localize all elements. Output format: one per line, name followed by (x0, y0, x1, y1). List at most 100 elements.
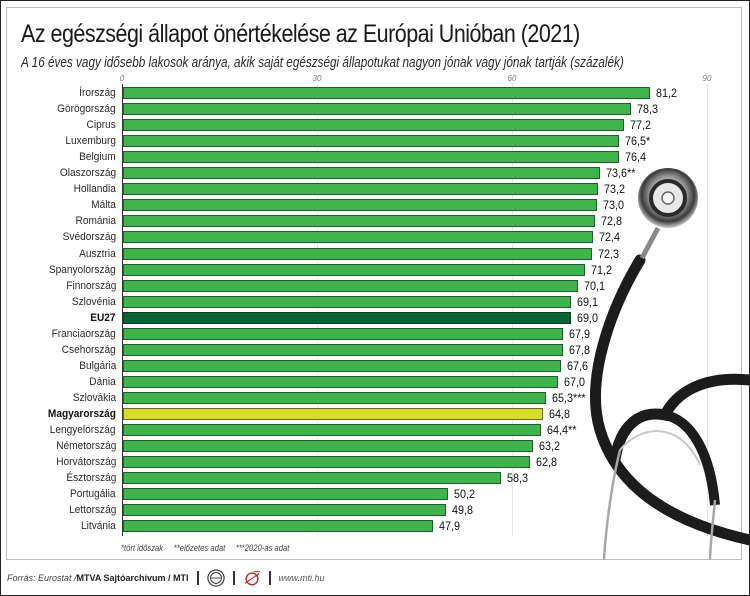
bar-eu27 (123, 311, 571, 324)
source-label: Forrás: Eurostat / (7, 573, 77, 583)
bar (123, 456, 531, 469)
category-label: Magyarország (47, 408, 116, 420)
category-label: Írország (79, 87, 116, 99)
value-label: 50,2 (454, 487, 476, 502)
category-label: Görögország (57, 103, 116, 116)
bar (123, 327, 564, 340)
value-label: 72,8 (601, 214, 623, 229)
bar (123, 279, 578, 292)
bar (123, 424, 541, 437)
category-label: Spanyolország (49, 263, 116, 276)
category-label: Finnország (65, 279, 116, 292)
category-label: Németország (55, 440, 116, 453)
category-label: Ausztria (79, 247, 116, 260)
value-label: 81,2 (655, 86, 677, 100)
category-label: Szlovákia (72, 391, 116, 404)
value-label: 67,8 (568, 342, 590, 357)
website-link[interactable]: www.mti.hu (278, 573, 325, 583)
value-label: 49,8 (451, 503, 473, 518)
category-label: Belgium (79, 151, 116, 164)
category-label: Bulgária (78, 359, 116, 372)
bar (123, 343, 563, 356)
footnotes: *tört időszak **előzetes adat ***2020-as… (121, 543, 298, 553)
bar (123, 375, 558, 388)
value-label: 47,9 (439, 519, 461, 534)
category-label: Dánia (89, 375, 116, 388)
value-label: 72,4 (598, 230, 620, 245)
value-label: 67,6 (567, 358, 589, 373)
chart-title: Az egészségi állapot önértékelése az Eur… (21, 20, 580, 48)
category-label: Hollandia (73, 183, 116, 196)
bar (123, 263, 585, 276)
category-label: Franciaország (51, 327, 116, 340)
bar (123, 440, 533, 453)
value-label: 67,0 (563, 374, 585, 389)
mtva-logo-icon (206, 569, 225, 587)
bar (123, 231, 593, 244)
bar (123, 391, 547, 404)
bar (123, 119, 624, 132)
x-tick-label: 30 (312, 74, 322, 83)
footnote-2: **előzetes adat (173, 543, 226, 553)
mti-logo-icon (244, 571, 260, 586)
footnote-1: *tört időszak (121, 543, 164, 553)
bar (123, 504, 446, 517)
value-label: 58,3 (506, 471, 528, 486)
value-label: 76,4 (624, 150, 646, 165)
bar (123, 215, 596, 228)
bar (123, 87, 650, 99)
value-label: 73,6** (606, 166, 636, 181)
x-tick-label: 90 (702, 74, 712, 83)
category-label: Portugália (70, 488, 116, 501)
divider (196, 571, 199, 585)
category-label: Ciprus (86, 119, 116, 132)
value-label: 71,2 (590, 262, 612, 277)
gridline (512, 84, 513, 536)
bar (123, 520, 434, 533)
x-tick-label: 60 (507, 74, 517, 83)
divider (232, 571, 235, 585)
category-label: Csehország (61, 343, 116, 356)
gridline (317, 84, 318, 536)
chart-subtitle: A 16 éves vagy idősebb lakosok aránya, a… (21, 55, 624, 71)
y-axis-line (122, 84, 123, 536)
category-label: Málta (91, 199, 116, 212)
category-label: Olaszország (59, 167, 116, 180)
bar (123, 183, 598, 196)
category-label: EU27 (90, 311, 116, 324)
value-label: 64,4** (546, 423, 577, 438)
value-label: 73,0 (602, 198, 624, 213)
value-label: 64,8 (549, 407, 571, 421)
bar (123, 472, 501, 485)
category-label: Svédország (62, 231, 116, 244)
footnote-3: ***2020-as adat (235, 543, 290, 553)
bar (123, 247, 592, 260)
value-label: 78,3 (636, 102, 658, 117)
source-bold: MTVA Sajtóarchívum / MTI (76, 573, 189, 583)
value-label: 72,3 (597, 246, 619, 261)
bar (123, 359, 562, 372)
value-label: 62,8 (536, 455, 558, 470)
value-label: 70,1 (583, 278, 605, 293)
value-label: 65,3*** (552, 390, 587, 405)
bar (123, 135, 620, 148)
category-label: Luxemburg (65, 135, 116, 148)
bar (123, 167, 601, 180)
bar (123, 151, 619, 164)
category-label: Észtország (65, 472, 116, 485)
category-label: Horvátország (55, 456, 116, 469)
category-label: Románia (75, 215, 116, 228)
category-label: Lengyelország (50, 424, 116, 437)
x-tick-label: 0 (119, 74, 125, 83)
footer: Forrás: Eurostat / MTVA Sajtóarchívum / … (7, 568, 325, 588)
value-label: 67,9 (569, 326, 591, 341)
bar-hungary (123, 408, 544, 420)
gridline (707, 84, 708, 536)
stethoscope-illustration (590, 168, 750, 560)
value-label: 69,1 (577, 294, 599, 309)
value-label: 77,2 (629, 118, 651, 133)
divider (268, 571, 271, 585)
category-label: Szlovénia (72, 295, 116, 308)
value-label: 63,2 (538, 439, 560, 454)
category-label: Lettország (68, 504, 116, 517)
